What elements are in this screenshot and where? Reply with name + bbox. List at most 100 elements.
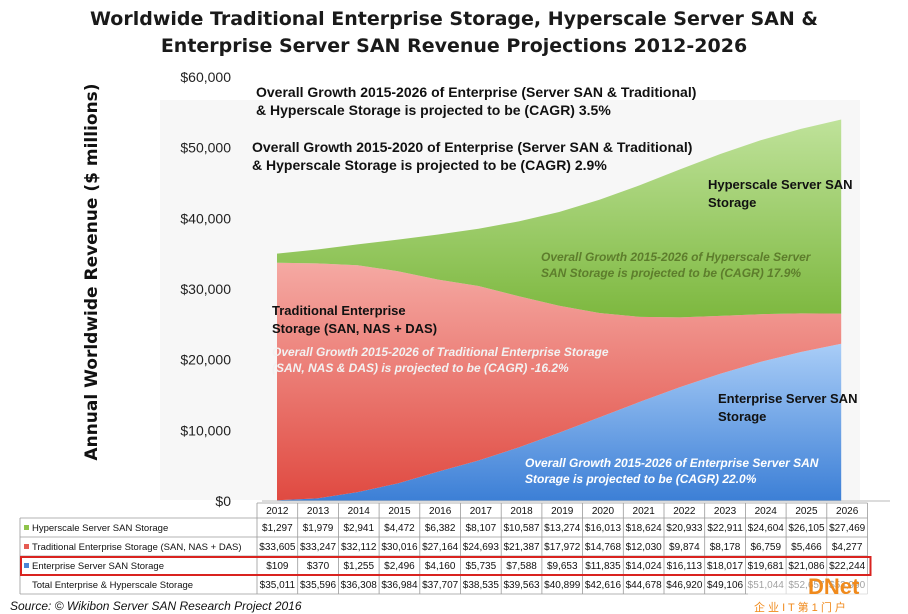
svg-text:Storage: Storage	[708, 195, 756, 210]
y-tick-label: $10,000	[180, 422, 231, 438]
chart-title-line1: Worldwide Traditional Enterprise Storage…	[90, 8, 818, 30]
svg-text:Overall Growth 2015-2026 of Hy: Overall Growth 2015-2026 of Hyperscale S…	[541, 250, 812, 264]
table-cell: $39,563	[503, 580, 540, 591]
table-cell: $22,911	[707, 523, 743, 534]
table-cell: $19,681	[748, 561, 785, 572]
svg-text:Overall Growth 2015-2026 of Tr: Overall Growth 2015-2026 of Traditional …	[272, 345, 609, 359]
table-row-label: Enterprise Server SAN Storage	[32, 561, 164, 572]
table-cell: $27,469	[829, 523, 866, 534]
table-cell: $11,835	[585, 561, 621, 572]
table-cell: $20,933	[666, 523, 703, 534]
table-cell: $5,466	[791, 542, 822, 553]
table-cell: $1,255	[343, 561, 374, 572]
table-year-header: 2015	[388, 506, 411, 517]
svg-text:Storage (SAN, NAS + DAS): Storage (SAN, NAS + DAS)	[272, 321, 437, 336]
svg-text:Storage is projected to be (CA: Storage is projected to be (CAGR) 22.0%	[525, 472, 757, 486]
table-row-label: Total Enterprise & Hyperscale Storage	[32, 580, 193, 591]
table-cell: $36,308	[341, 580, 378, 591]
table-cell: $4,472	[384, 523, 415, 534]
table-row-label: Hyperscale Server SAN Storage	[32, 523, 168, 534]
svg-text:Overall Growth 2015-2026 of En: Overall Growth 2015-2026 of Enterprise S…	[525, 456, 819, 470]
table-cell: $6,382	[425, 523, 456, 534]
table-cell: $18,017	[707, 561, 744, 572]
table-cell: $5,735	[466, 561, 497, 572]
area-layers	[277, 119, 842, 501]
table-cell: $33,605	[259, 542, 296, 553]
table-cell: $370	[307, 561, 330, 572]
table-cell: $44,678	[626, 580, 663, 591]
svg-text:DNet: DNet	[808, 574, 860, 599]
svg-text:Enterprise Server SAN: Enterprise Server SAN	[718, 391, 857, 406]
source-note: Source: © Wikibon Server SAN Research Pr…	[10, 599, 302, 613]
area-enterprise-server-san	[277, 343, 842, 501]
y-tick-label: $30,000	[180, 281, 231, 297]
table-row-hyperscale: Hyperscale Server SAN Storage $1,297 $1,97…	[24, 523, 866, 534]
area-traditional-enterprise	[277, 262, 842, 501]
table-cell: $36,984	[381, 580, 418, 591]
table-cell: $6,759	[750, 542, 781, 553]
table-year-header: 2013	[307, 506, 330, 517]
table-cell: $33,247	[300, 542, 337, 553]
table-year-header: 2026	[836, 506, 859, 517]
table-cell: $40,899	[544, 580, 581, 591]
table-year-header: 2017	[470, 506, 493, 517]
table-year-header: 2024	[755, 506, 778, 517]
table-cell: $38,535	[463, 580, 500, 591]
table-cell: $1,979	[303, 523, 334, 534]
table-cell: $8,178	[710, 542, 741, 553]
table-cell: $14,768	[585, 542, 622, 553]
annotation-enterprise-growth: Overall Growth 2015-2026 of Enterprise S…	[525, 456, 819, 486]
table-cell: $49,106	[707, 580, 744, 591]
table-cell: $12,030	[626, 542, 663, 553]
table-cell: $2,941	[343, 523, 374, 534]
y-axis-label: Annual Worldwide Revenue ($ millions)	[82, 83, 102, 460]
table-year-header: 2018	[510, 506, 533, 517]
table-cell: $21,086	[788, 561, 825, 572]
annotation-overall-2026: Overall Growth 2015-2026 of Enterprise (…	[256, 84, 696, 118]
table-cell: $13,274	[544, 523, 581, 534]
table-year-header: 2021	[633, 506, 656, 517]
table-year-header: 2019	[551, 506, 574, 517]
chart-title-line2: Enterprise Server SAN Revenue Projection…	[161, 35, 747, 57]
table-year-header: 2022	[673, 506, 696, 517]
table-cell: $35,011	[260, 580, 296, 591]
y-tick-label: $50,000	[180, 140, 231, 156]
table-cell: $109	[266, 561, 289, 572]
table-cell: $37,707	[422, 580, 459, 591]
table-cell: $17,972	[544, 542, 581, 553]
table-cell: $18,624	[626, 523, 663, 534]
svg-text:& Hyperscale Storage is projec: & Hyperscale Storage is projected to be …	[252, 157, 607, 173]
y-tick-label: $20,000	[180, 352, 231, 368]
table-row-total: Total Enterprise & Hyperscale Storage $35…	[32, 580, 866, 591]
table-cell: $14,024	[626, 561, 663, 572]
data-table: 2012 2013 2014 2015 2016 2017 2018 2019 2020 2021…	[19, 502, 872, 595]
svg-text:& Hyperscale Storage is projec: & Hyperscale Storage is projected to be …	[256, 102, 611, 118]
table-cell: $4,277	[832, 542, 863, 553]
table-cell: $21,387	[503, 542, 540, 553]
watermark-logo: DNet 企 业 I T 第 1 门 户	[748, 574, 906, 614]
table-year-header: 2014	[348, 506, 371, 517]
legend-swatch	[24, 525, 29, 530]
svg-text:Traditional Enterprise: Traditional Enterprise	[272, 303, 406, 318]
table-cell: $35,596	[300, 580, 337, 591]
table-cell: $16,013	[585, 523, 622, 534]
label-traditional: Traditional Enterprise Storage (SAN, NAS…	[272, 303, 437, 336]
table-row-label: Traditional Enterprise Storage (SAN, NAS…	[32, 542, 242, 553]
table-cell: $9,653	[547, 561, 578, 572]
table-cell: $8,107	[466, 523, 497, 534]
svg-text:SAN Storage is projected to be: SAN Storage is projected to be (CAGR) 17…	[541, 266, 801, 280]
svg-text:Overall Growth 2015-2020 of En: Overall Growth 2015-2020 of Enterprise (…	[252, 139, 692, 155]
table-row-enterprise: Enterprise Server SAN Storage $109 $370 $1,…	[24, 561, 866, 572]
label-hyperscale: Hyperscale Server SAN Storage	[708, 177, 853, 210]
svg-text:企 业 I T 第 1 门 户: 企 业 I T 第 1 门 户	[754, 600, 846, 614]
table-cell: $4,160	[425, 561, 456, 572]
table-cell: $1,297	[262, 523, 293, 534]
table-cell: $24,693	[463, 542, 500, 553]
table-cell: $10,587	[503, 523, 540, 534]
table-row-traditional: Traditional Enterprise Storage (SAN, NAS…	[24, 542, 863, 553]
svg-text:Overall Growth 2015-2026 of En: Overall Growth 2015-2026 of Enterprise (…	[256, 84, 696, 100]
table-cell: $22,244	[829, 561, 866, 572]
label-enterprise: Enterprise Server SAN Storage	[718, 391, 857, 424]
area-hyperscale-server-san	[277, 119, 842, 318]
